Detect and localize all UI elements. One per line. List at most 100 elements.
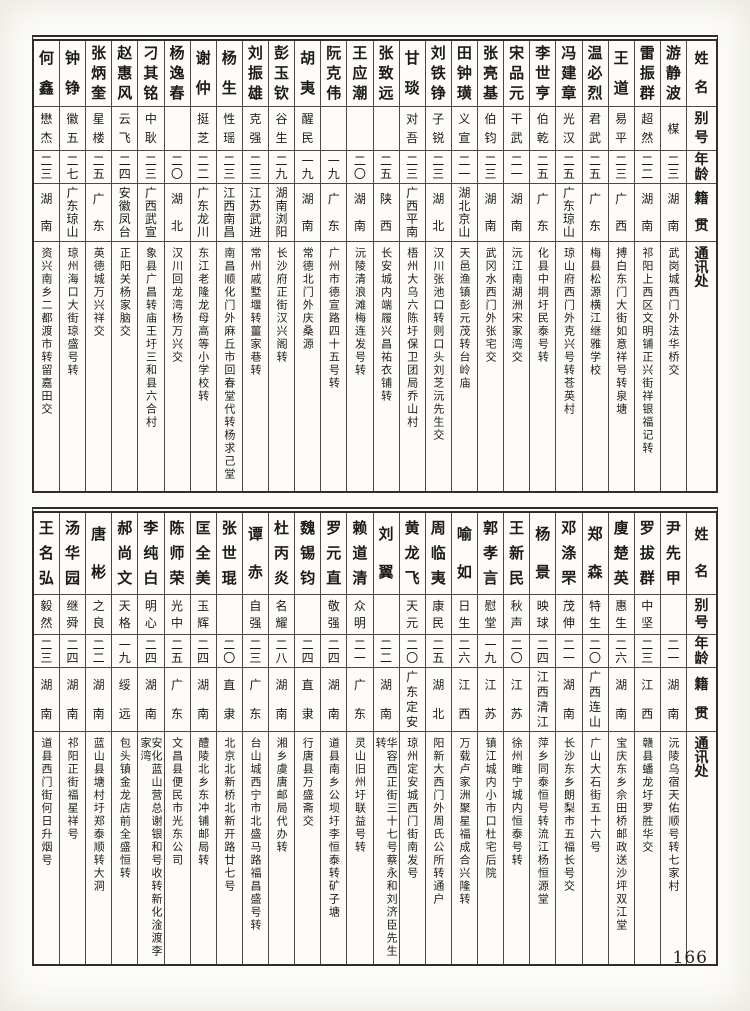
cell-address: 武岗城西门外法华桥交 bbox=[666, 247, 680, 377]
cell-name: 李世亨 bbox=[530, 41, 556, 107]
cell-native: 湖南 bbox=[504, 184, 530, 242]
person-column: 钟铮徽五二七广东琼山琼州海口大街琼盛号转 bbox=[59, 41, 86, 491]
cell-age: 二三 bbox=[608, 151, 634, 184]
cell-name: 杨逸春 bbox=[164, 41, 190, 107]
cell-native: 广东 bbox=[347, 668, 373, 732]
person-column: 张炳奎星楼二五广东英德城万兴祥交 bbox=[85, 41, 112, 491]
cell-native: 湖南 bbox=[86, 668, 112, 732]
person-column: 甘琰对吾二三广西平南梧州大乌六陈圩保卫团局乔山村 bbox=[398, 41, 425, 491]
person-column: 杨生性瑶二三江西南昌南昌顺化门外麻丘市回春堂代转杨求己堂 bbox=[215, 41, 242, 491]
cell-alias bbox=[373, 595, 399, 635]
cell-alias: 映球 bbox=[530, 595, 556, 635]
cell-alias: 中坚 bbox=[634, 595, 660, 635]
cell-native: 湖北 bbox=[425, 184, 451, 242]
cell-native: 湖南 bbox=[660, 668, 686, 732]
cell-name: 李纯白 bbox=[138, 513, 164, 595]
cell-address: 武冈水西门外张宅交 bbox=[484, 247, 498, 364]
cell-address: 祁阳正街福星祥号 bbox=[66, 737, 80, 841]
cell-age: 二三 bbox=[399, 151, 425, 184]
cell-address: 道县南乡公坝圩李恒泰转矿子塘 bbox=[327, 737, 341, 919]
cell-header-name: 姓名 bbox=[687, 513, 716, 595]
person-column: 郭孝言慰堂一九江苏镇江城内小市口杜宅后院 bbox=[477, 513, 504, 964]
cell-alias: 子锐 bbox=[425, 107, 451, 151]
cell-address: 琼山府西门外克兴号转苍英村 bbox=[562, 247, 576, 416]
person-column: 周临夷康民二五湖北阳新大西门外周氏公所转通户 bbox=[424, 513, 451, 964]
cell-age: 二一 bbox=[660, 635, 686, 668]
cell-age: 二〇 bbox=[347, 151, 373, 184]
cell-address: 化县中垌圩民泰号转 bbox=[536, 247, 550, 364]
cell-age: 二〇 bbox=[399, 635, 425, 668]
cell-native: 广东 bbox=[321, 184, 347, 242]
cell-age: 二三 bbox=[33, 635, 59, 668]
cell-age: 二四 bbox=[190, 635, 216, 668]
cell-alias: 性瑶 bbox=[216, 107, 242, 151]
cell-name: 王道 bbox=[608, 41, 634, 107]
cell-alias: 伯钧 bbox=[478, 107, 504, 151]
cell-header-native: 籍贯 bbox=[687, 184, 716, 242]
cell-age: 二三 bbox=[33, 151, 59, 184]
cell-name: 杨景 bbox=[530, 513, 556, 595]
cell-name: 钟铮 bbox=[60, 41, 86, 107]
cell-native: 江苏 bbox=[504, 668, 530, 732]
person-column: 罗元直敬强二四湖南道县南乡公坝圩李恒泰转矿子塘 bbox=[320, 513, 347, 964]
cell-address: 宝庆东乡佘田桥邮政送沙坪双江堂 bbox=[614, 737, 628, 932]
cell-name: 温必烈 bbox=[582, 41, 608, 107]
cell-address: 万载卢家洲聚星福成合兴隆转 bbox=[457, 737, 471, 906]
person-column: 罗拔群中坚二三江西赣县蟠龙圩罗胜华交 bbox=[633, 513, 660, 964]
person-column: 陈师荣光中二五广东文昌县便民市光东公司 bbox=[163, 513, 190, 964]
person-column: 郝尚文天格一九绥远包头镇金龙店前全盛恒转 bbox=[111, 513, 138, 964]
cell-name: 刘振雄 bbox=[242, 41, 268, 107]
cell-header-address: 通讯处 bbox=[687, 732, 716, 964]
cell-native: 广东龙川 bbox=[190, 184, 216, 242]
cell-name: 游静波 bbox=[660, 41, 686, 107]
cell-address: 赣县蟠龙圩罗胜华交 bbox=[640, 737, 654, 854]
cell-age: 二一 bbox=[451, 151, 477, 184]
person-column: 喻如日生二六江西万载卢家洲聚星福成合兴隆转 bbox=[450, 513, 477, 964]
cell-alias bbox=[164, 107, 190, 151]
cell-alias bbox=[660, 595, 686, 635]
cell-address: 常州戚墅堰转薑家巷转 bbox=[248, 247, 262, 377]
cell-age: 二三 bbox=[138, 151, 164, 184]
cell-address: 萍乡同泰恒号转流江杨恒源堂 bbox=[536, 737, 550, 906]
cell-address: 汉川张池口转则口头刘芝沅先生交 bbox=[431, 247, 445, 442]
cell-native: 湖南 bbox=[190, 668, 216, 732]
cell-age: 二二 bbox=[634, 151, 660, 184]
cell-alias bbox=[216, 595, 242, 635]
person-column: 田钟璜义宣二一湖北京山天邑渔镇彭元茂转台岭庙 bbox=[450, 41, 477, 491]
cell-name: 匡全美 bbox=[190, 513, 216, 595]
cell-name: 谢仲 bbox=[190, 41, 216, 107]
cell-address: 广州市德宣路四十五号转 bbox=[327, 247, 341, 390]
cell-address: 徐州睢宁城内恒泰号转 bbox=[510, 737, 524, 867]
cell-address: 镇江城内小市口杜宅后院 bbox=[484, 737, 498, 880]
cell-address: 北京北新桥北新开路廿七号 bbox=[222, 737, 236, 893]
cell-alias: 特生 bbox=[582, 595, 608, 635]
cell-age: 二〇 bbox=[164, 151, 190, 184]
cell-native: 广西 bbox=[608, 184, 634, 242]
cell-age: 二八 bbox=[269, 635, 295, 668]
person-column: 杨景映球二四江西清江萍乡同泰恒号转流江杨恒源堂 bbox=[529, 513, 556, 964]
cell-alias: 楳 bbox=[660, 107, 686, 151]
cell-address: 象县广昌转庙王圩三和县六合村 bbox=[144, 247, 158, 429]
cell-address: 常德北门外庆桑源 bbox=[301, 247, 315, 351]
cell-native: 湖南 bbox=[660, 184, 686, 242]
cell-native: 湖南 bbox=[138, 668, 164, 732]
cell-age: 二一 bbox=[347, 635, 373, 668]
cell-address: 沅陵清浪滩梅连发号转 bbox=[353, 247, 367, 377]
cell-address: 沅陵乌宿天佑顺号转七家村 bbox=[666, 737, 680, 893]
cell-alias: 日生 bbox=[451, 595, 477, 635]
cell-age: 一九 bbox=[112, 635, 138, 668]
cell-header-address: 通讯处 bbox=[687, 242, 716, 491]
cell-alias: 秋声 bbox=[504, 595, 530, 635]
person-column: 张致远二五陕西长安城内端履兴昌祐衣铺转 bbox=[372, 41, 399, 491]
cell-alias: 超然 bbox=[634, 107, 660, 151]
cell-name: 汤华园 bbox=[60, 513, 86, 595]
cell-address: 长沙东乡朗梨市五福长号交 bbox=[562, 737, 576, 893]
person-column: 邓涤罘茂伸二一湖南长沙东乡朗梨市五福长号交 bbox=[555, 513, 582, 964]
cell-address: 华容西正街三十七号蔡永和刘济臣先生转 bbox=[374, 737, 399, 958]
cell-alias bbox=[321, 107, 347, 151]
cell-alias: 君武 bbox=[582, 107, 608, 151]
person-column: 汤华园继舜二四湖南祁阳正街福星祥号 bbox=[59, 513, 86, 964]
cell-alias: 毅然 bbox=[33, 595, 59, 635]
person-column: 张亮基伯钧二三湖南武冈水西门外张宅交 bbox=[477, 41, 504, 491]
